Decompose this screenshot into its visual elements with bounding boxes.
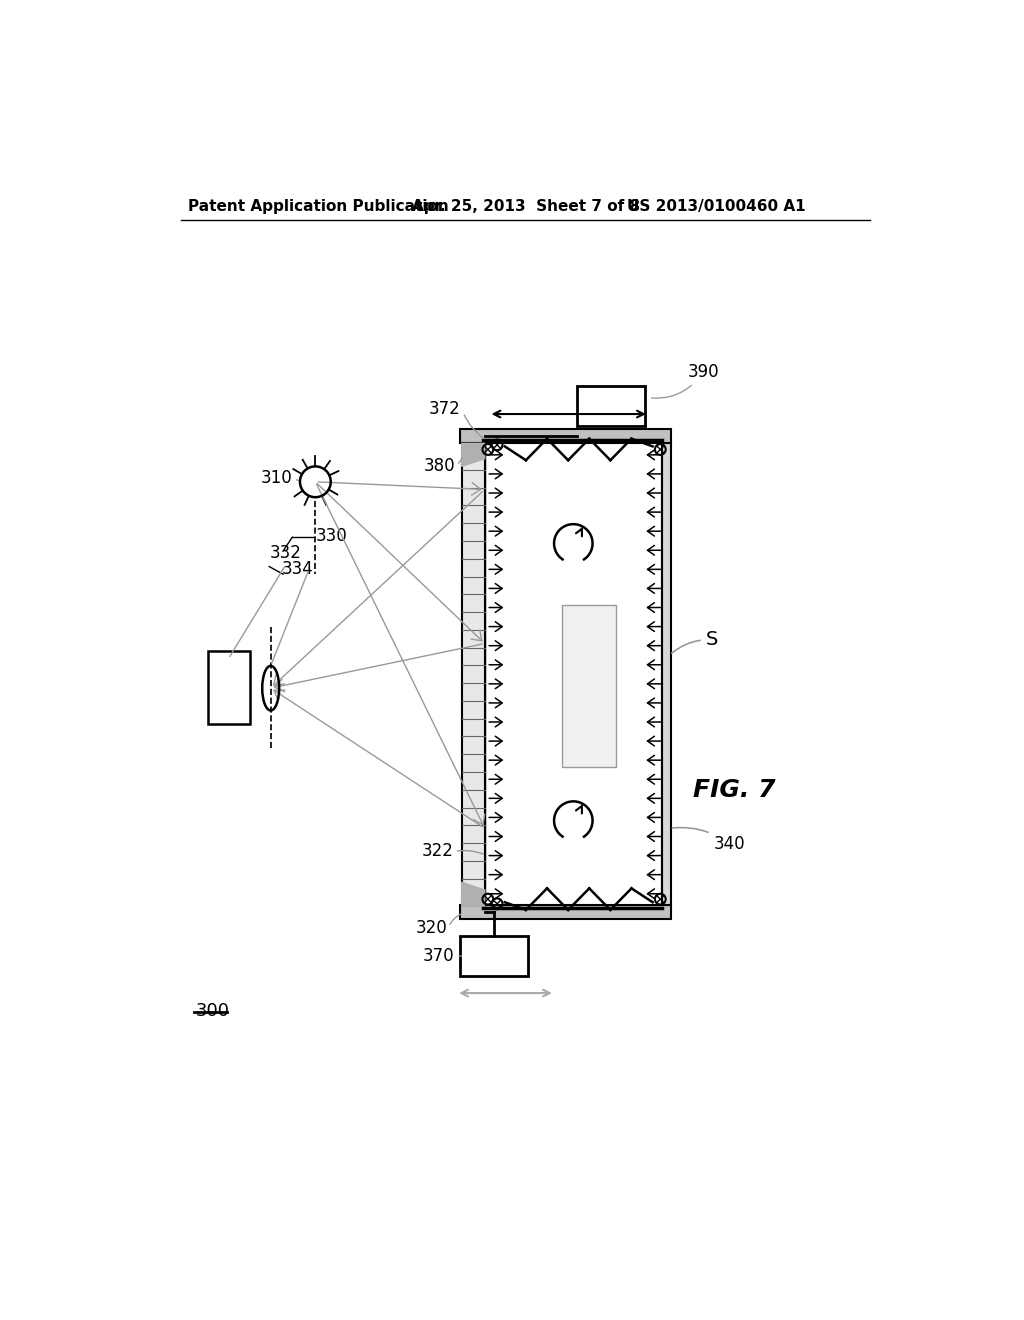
Bar bbox=[460, 429, 671, 444]
Text: 370: 370 bbox=[422, 948, 454, 965]
Text: Patent Application Publication: Patent Application Publication bbox=[188, 198, 450, 214]
Text: Apr. 25, 2013  Sheet 7 of 8: Apr. 25, 2013 Sheet 7 of 8 bbox=[412, 198, 640, 214]
Text: US 2013/0100460 A1: US 2013/0100460 A1 bbox=[628, 198, 806, 214]
Text: 340: 340 bbox=[673, 828, 745, 853]
Bar bbox=[578, 385, 645, 425]
Bar bbox=[662, 444, 671, 906]
Text: 380: 380 bbox=[424, 458, 456, 475]
Polygon shape bbox=[462, 444, 484, 466]
Text: 390: 390 bbox=[651, 363, 719, 399]
Polygon shape bbox=[462, 882, 484, 906]
Text: 372: 372 bbox=[428, 400, 460, 418]
Bar bbox=[208, 651, 250, 725]
Text: 300: 300 bbox=[196, 1002, 230, 1019]
Bar bbox=[462, 444, 484, 906]
Bar bbox=[460, 936, 528, 977]
Text: 320: 320 bbox=[416, 920, 447, 937]
Text: 310: 310 bbox=[260, 469, 292, 487]
Text: 322: 322 bbox=[422, 842, 454, 861]
Bar bbox=[460, 906, 671, 919]
Text: 332: 332 bbox=[269, 544, 301, 562]
Bar bbox=[562, 605, 615, 767]
Text: S: S bbox=[672, 630, 718, 653]
Text: FIG. 7: FIG. 7 bbox=[692, 777, 775, 801]
Text: 330: 330 bbox=[315, 527, 347, 545]
Text: 334: 334 bbox=[282, 560, 313, 578]
